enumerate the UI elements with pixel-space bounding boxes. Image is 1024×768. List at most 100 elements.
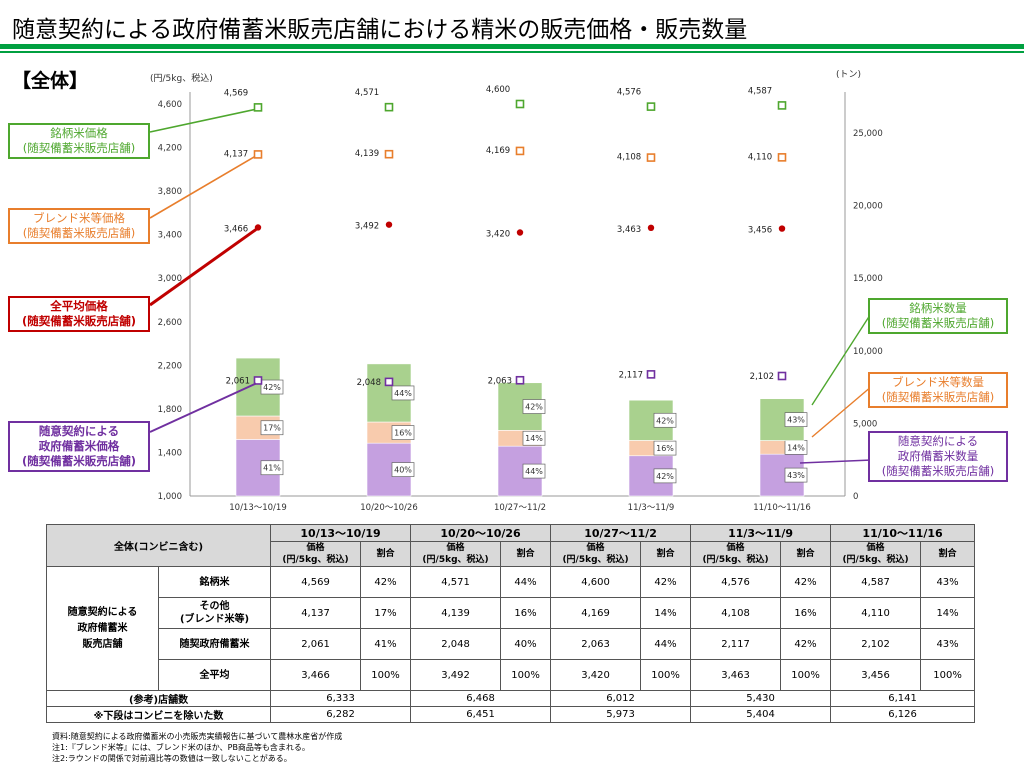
table-stores-ex-row: ※下段はコンビニを除いた数 6,282 6,451 5,973 5,404 6,126 bbox=[45, 706, 976, 723]
bar-share-label: 16% bbox=[656, 444, 674, 453]
bar-share-label-box bbox=[522, 399, 546, 414]
callout-brand-quantity: 銘柄米数量 (随契備蓄米販売店舗) bbox=[868, 298, 1008, 334]
bar-share-label: 43% bbox=[787, 416, 805, 425]
bar-share-label: 17% bbox=[263, 424, 281, 433]
table-share-cell: 42% bbox=[360, 566, 412, 598]
price-point bbox=[253, 150, 263, 159]
table-price-cell: 2,117 bbox=[690, 628, 782, 660]
callout-blend-price-text: ブレンド米等価格 (随契備蓄米販売店舗) bbox=[22, 211, 136, 240]
table-stores-ex-label: ※下段はコンビニを除いた数 bbox=[45, 706, 272, 723]
callout-gov-quantity-text: 随意契約による 政府備蓄米数量 (随契備蓄米販売店舗) bbox=[881, 434, 995, 478]
footnote-source: 資料:随意契約による政府備蓄米の小売販売実績報告に基づいて農林水産省が作成 bbox=[52, 732, 343, 741]
table-share-cell: 14% bbox=[640, 597, 692, 629]
table-stores-ex-cell: 6,282 bbox=[270, 706, 412, 723]
right-tick-label: 0 bbox=[853, 492, 858, 502]
table-price-cell: 4,169 bbox=[550, 597, 642, 629]
table-share-cell: 100% bbox=[780, 659, 832, 691]
table-header-row: 全体(コンビニ含む) 10/13～10/19 10/20～10/26 10/27～11… bbox=[45, 524, 976, 567]
price-point bbox=[515, 146, 525, 156]
leader-average-price bbox=[149, 228, 257, 307]
left-tick-label: 4,600 bbox=[158, 100, 182, 110]
left-axis-unit: (円/5kg、税込) bbox=[150, 72, 213, 84]
price-data-label: 3,463 bbox=[617, 225, 641, 235]
table-price-cell: 4,139 bbox=[410, 597, 502, 629]
price-point bbox=[384, 149, 394, 159]
price-point bbox=[384, 377, 394, 387]
price-point bbox=[515, 375, 525, 385]
bar-share-label-box bbox=[784, 467, 808, 483]
table-price-cell: 3,466 bbox=[270, 659, 362, 691]
price-data-label: 4,108 bbox=[617, 153, 641, 163]
section-heading: 【全体】 bbox=[12, 70, 89, 92]
price-data-label: 4,571 bbox=[355, 88, 379, 98]
table-share-cell: 100% bbox=[500, 659, 552, 691]
table-price-header: 価格 (円/5kg、税込) bbox=[270, 541, 362, 567]
table-price-cell: 3,463 bbox=[690, 659, 782, 691]
bar-share-label: 42% bbox=[263, 383, 281, 392]
page-title: 随意契約による政府備蓄米販売店舗における精米の販売価格・販売数量 bbox=[12, 17, 748, 43]
price-point bbox=[253, 376, 263, 385]
callout-blend-quantity-text: ブレンド米等数量 (随契備蓄米販売店舗) bbox=[881, 375, 995, 404]
bar-share-label: 42% bbox=[525, 403, 543, 412]
table-subheader-row: 価格 (円/5kg、税込) 割合 価格 (円/5kg、税込) 割合 価格 (円/5kg、… bbox=[47, 541, 976, 567]
price-point bbox=[515, 99, 525, 109]
table-price-cell: 2,048 bbox=[410, 628, 502, 660]
table-price-cell: 4,571 bbox=[410, 566, 502, 598]
callout-gov-price: 随意契約による 政府備蓄米価格 (随契備蓄米販売店舗) bbox=[8, 421, 150, 472]
bar-share-label: 14% bbox=[787, 443, 805, 452]
table-row-label: その他 (ブレンド米等) bbox=[157, 597, 272, 629]
left-tick-label: 1,400 bbox=[158, 448, 182, 458]
price-data-label: 4,576 bbox=[617, 88, 641, 98]
table-share-cell: 42% bbox=[640, 566, 692, 598]
price-data-label: 3,466 bbox=[224, 224, 248, 234]
left-tick-label: 3,800 bbox=[158, 187, 182, 197]
table-share-cell: 100% bbox=[360, 659, 412, 691]
title-rule bbox=[0, 44, 1024, 49]
price-point bbox=[253, 103, 263, 112]
table-stores-ex-cell: 6,126 bbox=[830, 706, 976, 723]
table-share-cell: 44% bbox=[500, 566, 552, 598]
table-share-header: 割合 bbox=[780, 541, 832, 567]
price-data-label: 4,587 bbox=[748, 86, 772, 96]
bar-share-label: 42% bbox=[656, 472, 674, 481]
callout-average-price: 全平均価格 (随契備蓄米販売店舗) bbox=[8, 296, 150, 332]
table-row-label: 随契政府備蓄米 bbox=[157, 628, 272, 660]
table-period-header: 10/20～10/26 bbox=[410, 524, 552, 542]
table-share-cell: 14% bbox=[920, 597, 976, 629]
table-share-cell: 16% bbox=[780, 597, 832, 629]
price-point bbox=[778, 225, 786, 232]
table-price-header: 価格 (円/5kg、税込) bbox=[410, 541, 502, 567]
leader-brand-price bbox=[149, 108, 256, 133]
callout-gov-price-text: 随意契約による 政府備蓄米価格 (随契備蓄米販売店舗) bbox=[21, 424, 136, 468]
right-tick-label: 20,000 bbox=[853, 202, 883, 212]
table-price-header: 価格 (円/5kg、税込) bbox=[830, 541, 922, 567]
table-price-cell: 2,061 bbox=[270, 628, 362, 660]
price-data-label: 4,600 bbox=[486, 85, 510, 95]
bar-share-label-box bbox=[391, 425, 415, 440]
price-point bbox=[646, 102, 656, 111]
callout-blend-price: ブレンド米等価格 (随契備蓄米販売店舗) bbox=[8, 208, 150, 244]
callout-average-price-text: 全平均価格 (随契備蓄米販売店舗) bbox=[21, 299, 136, 328]
price-point bbox=[254, 224, 262, 231]
bar-share-label: 43% bbox=[787, 471, 805, 480]
bar-share-label: 16% bbox=[394, 429, 412, 438]
table-price-cell: 4,576 bbox=[690, 566, 782, 598]
leader-brand-quantity bbox=[811, 311, 873, 406]
table-stores-cell: 6,141 bbox=[830, 690, 976, 707]
table-price-cell: 4,110 bbox=[830, 597, 922, 629]
table-share-cell: 43% bbox=[920, 566, 976, 598]
price-point bbox=[647, 224, 655, 232]
price-point bbox=[384, 102, 394, 112]
table-share-cell: 40% bbox=[500, 628, 552, 660]
table-stores-cell: 6,333 bbox=[270, 690, 412, 707]
table-corner-label: 全体(コンビニ含む) bbox=[45, 524, 272, 567]
bar-share-label: 14% bbox=[525, 434, 543, 443]
bar-share-label-box bbox=[653, 412, 677, 428]
left-tick-label: 1,800 bbox=[158, 405, 182, 415]
bar-share-label-box bbox=[260, 460, 284, 476]
table-price-cell: 3,420 bbox=[550, 659, 642, 691]
right-tick-label: 25,000 bbox=[853, 129, 883, 139]
price-data-label: 4,137 bbox=[224, 149, 248, 159]
table-price-cell: 4,569 bbox=[270, 566, 362, 598]
table-row: 随契政府備蓄米 2,061 41% 2,048 40% 2,063 44% 2,117 42% 2… bbox=[47, 628, 976, 660]
